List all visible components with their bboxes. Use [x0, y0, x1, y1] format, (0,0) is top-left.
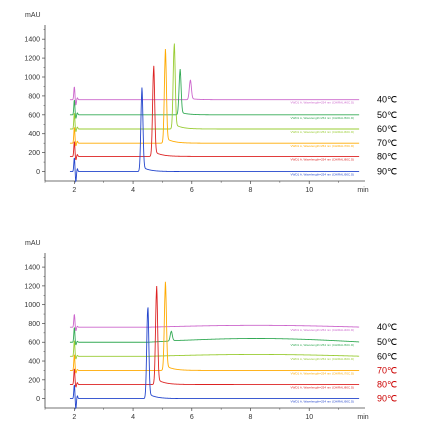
- y-tick-label: 1200: [24, 56, 40, 63]
- y-tick-label: 1200: [24, 283, 40, 290]
- y-tick-label: 0: [36, 169, 40, 176]
- trace-tag-label: VWD1 A, Wavelength=254 nm (CHIRAL\50C.D): [291, 116, 355, 120]
- trace-tag-label: VWD1 A, Wavelength=254 nm (CHIRAL\40C.D): [291, 328, 355, 332]
- trace-tag-label: VWD1 A, Wavelength=254 nm (CHIRAL\80C.D): [291, 157, 355, 161]
- y-tick-label: 800: [28, 93, 40, 100]
- y-tick-label: 800: [28, 321, 40, 328]
- trace-tag-label: VWD1 A, Wavelength=254 nm (CHIRAL\60C.D): [291, 357, 355, 361]
- trace-line-1: [69, 314, 360, 331]
- legend-label-4: 70℃: [377, 365, 397, 375]
- trace-tag-label: VWD1 A, Wavelength=254 nm (CHIRAL\70C.D): [291, 144, 355, 148]
- x-tick-label: 4: [131, 414, 135, 421]
- y-tick-label: 1400: [24, 265, 40, 272]
- y-tick-label: 400: [28, 131, 40, 138]
- y-axis-unit-label: mAU: [25, 12, 41, 19]
- trace-tag-label: VWD1 A, Wavelength=254 nm (CHIRAL\90C.D): [291, 400, 355, 404]
- legend-label-2: 50℃: [377, 110, 397, 120]
- y-tick-label: 200: [28, 377, 40, 384]
- x-tick-label: 2: [72, 414, 76, 421]
- chart-panel-top: 0 200 400 600 800 1000 1200 1400 mAU 2 4 6 8 10 min VWD…: [24, 12, 397, 194]
- y-tick-label: 600: [28, 340, 40, 347]
- trace-line-2: [69, 68, 360, 119]
- y-tick-label: 1000: [24, 75, 40, 82]
- x-tick-label: 2: [72, 187, 76, 194]
- trace-tag-label: VWD1 A, Wavelength=254 nm (CHIRAL\70C.D): [291, 371, 355, 375]
- trace-line-4: [69, 48, 360, 147]
- y-tick-label: 400: [28, 359, 40, 366]
- legend-label-3: 60℃: [377, 351, 397, 361]
- y-tick-label: 0: [36, 396, 40, 403]
- x-tick-label: 10: [305, 414, 313, 421]
- trace-line-6: [69, 307, 360, 410]
- trace-tag-label: VWD1 A, Wavelength=254 nm (CHIRAL\80C.D): [291, 386, 355, 390]
- x-axis-unit-label: min: [357, 187, 368, 194]
- trace-line-6: [69, 87, 360, 183]
- x-tick-label: 4: [131, 187, 135, 194]
- trace-line-1: [69, 79, 360, 106]
- trace-line-3: [69, 340, 360, 360]
- trace-line-5: [69, 285, 360, 388]
- trace-tag-label: VWD1 A, Wavelength=254 nm (CHIRAL\60C.D): [291, 130, 355, 134]
- legend-label-1: 40℃: [377, 322, 397, 332]
- x-tick-label: 10: [305, 187, 313, 194]
- x-tick-label: 6: [190, 414, 194, 421]
- y-axis-unit-label: mAU: [25, 240, 41, 247]
- legend-label-1: 40℃: [377, 95, 397, 105]
- trace-line-3: [69, 43, 360, 132]
- trace-tag-label: VWD1 A, Wavelength=254 nm (CHIRAL\50C.D): [291, 343, 355, 347]
- legend-label-2: 50℃: [377, 337, 397, 347]
- y-tick-label: 200: [28, 150, 40, 157]
- x-tick-label: 8: [249, 187, 253, 194]
- x-tick-label: 6: [190, 187, 194, 194]
- trace-tag-label: VWD1 A, Wavelength=254 nm (CHIRAL\90C.D): [291, 173, 355, 177]
- legend-label-3: 60℃: [377, 124, 397, 134]
- trace-line-5: [69, 65, 360, 161]
- legend-label-4: 70℃: [377, 138, 397, 148]
- trace-line-2: [69, 327, 360, 346]
- trace-tag-label: VWD1 A, Wavelength=254 nm (CHIRAL\40C.D): [291, 101, 355, 105]
- trace-line-4: [69, 281, 360, 374]
- y-tick-label: 1400: [24, 37, 40, 44]
- x-axis-unit-label: min: [357, 414, 368, 421]
- legend-label-6: 90℃: [377, 167, 397, 177]
- y-tick-label: 600: [28, 112, 40, 119]
- legend-label-6: 90℃: [377, 394, 397, 404]
- y-tick-label: 1000: [24, 302, 40, 309]
- legend-label-5: 80℃: [377, 380, 397, 390]
- legend-label-5: 80℃: [377, 151, 397, 161]
- chart-panel-bottom: 0 200 400 600 800 1000 1200 1400 mAU 2 4 6 8 10 min VWD…: [24, 240, 397, 421]
- x-tick-label: 8: [249, 414, 253, 421]
